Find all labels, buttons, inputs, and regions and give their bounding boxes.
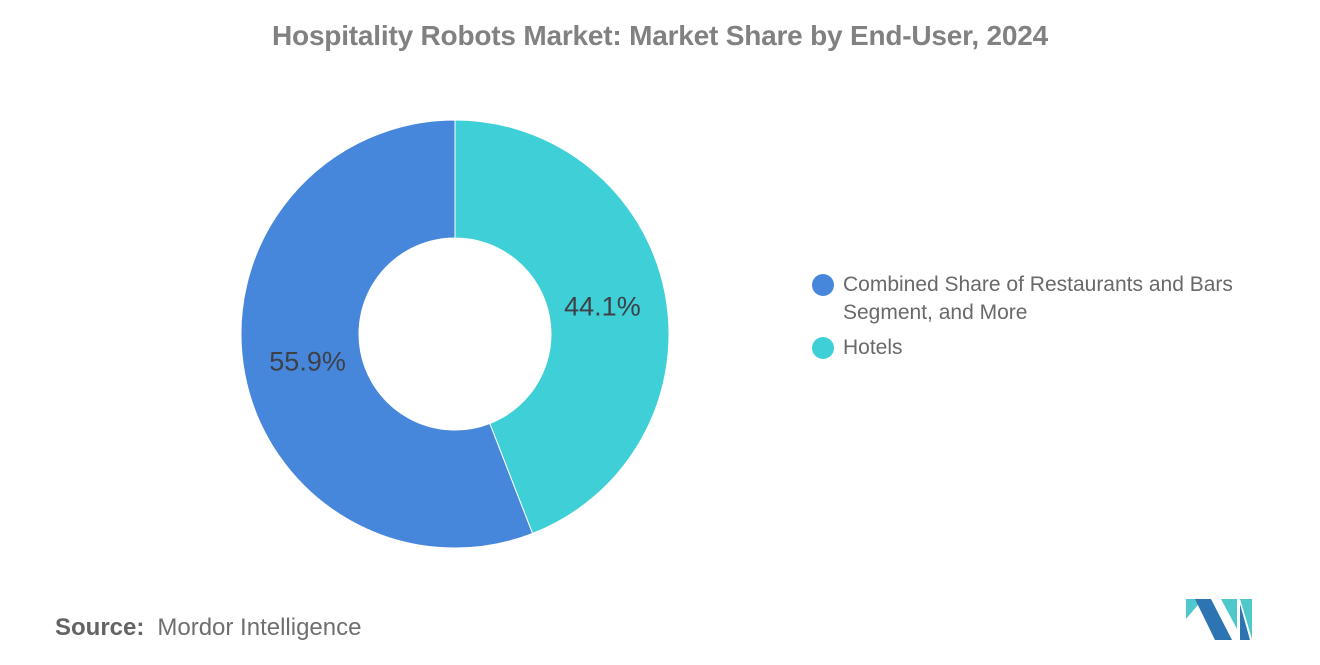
slice-percent-label: 44.1% (564, 291, 641, 321)
logo-blue-diagonal (1195, 599, 1232, 640)
logo-teal-mid-triangle (1221, 599, 1237, 629)
legend-label-restaurants: Combined Share of Restaurants and Bars S… (843, 273, 1233, 324)
source-label: Source: (55, 614, 145, 641)
legend-item-restaurants[interactable]: Combined Share of Restaurants and Bars S… (812, 271, 1263, 327)
pie-slice-combined[interactable] (240, 119, 534, 549)
mordor-intelligence-logo (1186, 599, 1252, 640)
source-attribution: Source: Mordor Intelligence (55, 614, 361, 642)
slice-percent-label: 55.9% (269, 347, 346, 377)
logo-blue-right-triangle (1240, 604, 1250, 640)
legend-marker-restaurants-icon (812, 274, 834, 296)
source-value: Mordor Intelligence (157, 614, 362, 641)
legend-label-hotels: Hotels (843, 336, 903, 359)
legend: Combined Share of Restaurants and Bars S… (812, 271, 1263, 362)
legend-marker-hotels-icon (812, 337, 834, 359)
pie-slice-hotels[interactable] (454, 119, 670, 535)
legend-item-hotels[interactable]: Hotels (812, 334, 1263, 362)
logo-teal-right-triangle (1240, 599, 1252, 639)
chart-title: Hospitality Robots Market: Market Share … (272, 20, 1048, 51)
